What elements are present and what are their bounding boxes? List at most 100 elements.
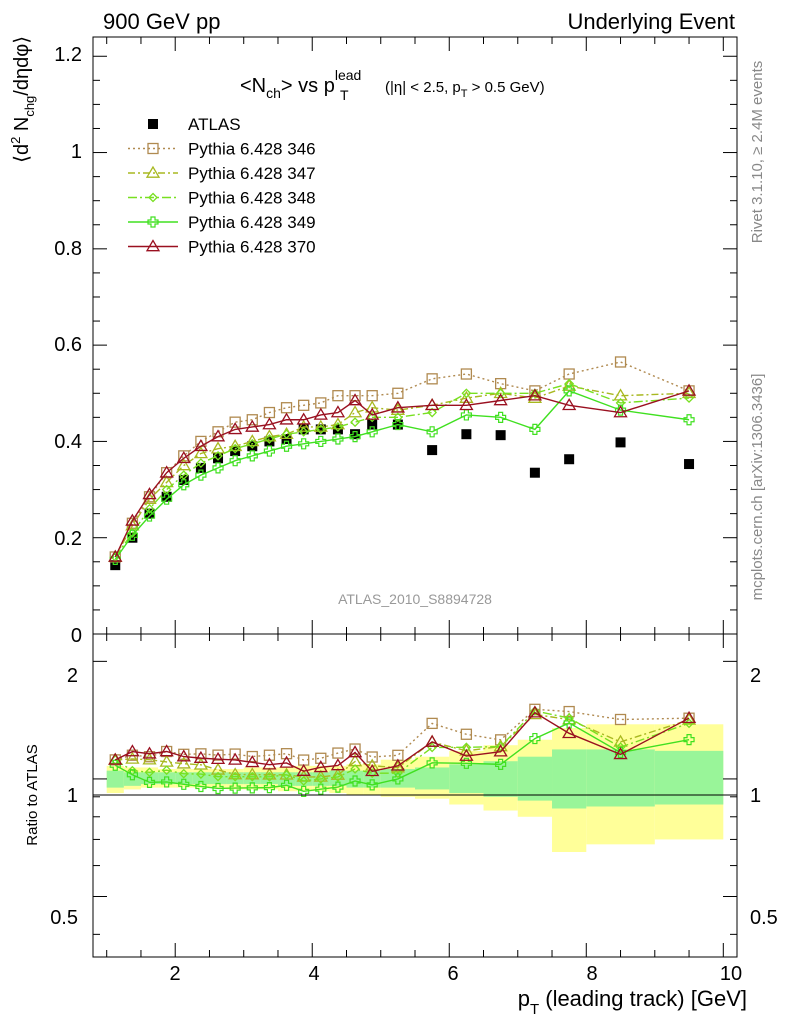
series-line	[114, 385, 690, 558]
ratio-point	[426, 717, 438, 730]
mc-point	[427, 407, 438, 418]
ratio-point	[264, 771, 275, 782]
ratio-point	[228, 767, 243, 780]
ratio-point	[459, 743, 474, 756]
data-point	[298, 424, 309, 435]
header-right: Underlying Event	[567, 9, 735, 34]
ratio-point	[681, 710, 697, 724]
ratio-point	[460, 728, 473, 740]
ratio-point	[178, 778, 190, 790]
mc-point	[315, 424, 326, 435]
ratio-band-green	[329, 770, 347, 786]
ratio-point	[315, 774, 326, 784]
mc-point	[392, 387, 404, 399]
mc-point	[347, 393, 363, 406]
ratio-band-green	[158, 772, 176, 785]
mc-point	[245, 419, 260, 432]
ratio-point	[159, 744, 174, 757]
mc-point	[366, 426, 378, 438]
y-tick-label: 0	[71, 625, 82, 647]
ratio-point	[332, 781, 344, 793]
ratio-point	[229, 782, 241, 794]
mcplots-label: mcplots.cern.ch [arXiv:1306.3436]	[749, 374, 766, 601]
ratio-point	[126, 769, 138, 781]
mc-point	[229, 455, 241, 467]
ratio-point	[298, 776, 309, 786]
mc-point	[392, 418, 404, 431]
ratio-point	[176, 749, 191, 762]
x-tick-label: 10	[720, 963, 742, 985]
mc-point	[683, 414, 695, 426]
mc-point	[493, 393, 508, 406]
ratio-point	[245, 767, 260, 780]
ratio-point	[230, 771, 241, 782]
ratio-point	[330, 758, 346, 771]
ratio-point	[564, 713, 575, 723]
mc-point	[495, 388, 506, 399]
mc-point	[313, 407, 328, 420]
mc-point	[390, 400, 406, 413]
data-point	[529, 467, 540, 478]
ratio-point	[125, 751, 140, 764]
ratio-axis-label: Ratio to ATLAS	[24, 744, 41, 845]
ratio-point	[125, 744, 140, 757]
mc-point	[562, 398, 577, 411]
ratio-point	[142, 746, 157, 759]
ratio-point	[144, 767, 155, 778]
ratio-point	[365, 764, 380, 777]
mc-point	[143, 510, 156, 522]
mc-point	[330, 405, 346, 418]
legend-label: ATLAS	[188, 115, 241, 134]
mc-point	[332, 390, 344, 402]
mc-point	[684, 393, 694, 404]
legend-marker	[145, 165, 161, 178]
ratio-point	[262, 757, 277, 770]
ratio-point	[280, 748, 293, 760]
mc-point	[210, 441, 226, 454]
mc-point	[109, 553, 121, 565]
mc-point	[426, 373, 438, 385]
mc-point	[228, 438, 243, 452]
legend-label: Pythia 6.428 349	[188, 213, 316, 232]
ratio-point	[315, 783, 327, 795]
mc-point	[246, 450, 258, 462]
ratio-point	[613, 734, 628, 747]
data-point	[427, 445, 438, 456]
y-tick-label: 1.2	[54, 44, 82, 66]
mc-point	[367, 412, 378, 423]
mc-point	[529, 423, 541, 435]
ratio-point	[315, 752, 327, 764]
ratio-point	[143, 776, 156, 788]
legend: ATLAS Pythia 6.428 346 Pythia 6.428 347 Pyt…	[128, 115, 316, 257]
mc-point	[195, 458, 206, 469]
ratio-point	[280, 779, 293, 791]
mc-point	[392, 412, 403, 423]
ratio-point	[298, 785, 310, 797]
mc-point	[210, 429, 226, 442]
legend-marker	[147, 142, 159, 155]
legend-marker	[148, 119, 158, 129]
mc-point	[229, 416, 241, 428]
mc-point	[564, 378, 575, 389]
data-point	[564, 454, 575, 465]
data-point	[495, 430, 506, 441]
mc-point	[212, 462, 224, 474]
ratio-point	[563, 705, 575, 718]
y-axis-label: ⟨d2 Nchg/dηdφ⟩	[8, 36, 37, 163]
ratio-point	[683, 734, 695, 746]
ratio-band-green	[140, 772, 159, 785]
mc-point	[245, 434, 260, 447]
ratio-point	[459, 748, 474, 761]
mc-point	[264, 434, 275, 444]
ratio-band-green	[260, 772, 278, 785]
mc-point	[681, 383, 697, 396]
mc-point	[159, 475, 174, 488]
mc-point	[193, 446, 209, 459]
ratio-point	[178, 748, 190, 760]
ratio-point	[349, 775, 361, 787]
mc-point	[213, 450, 223, 461]
ratio-point	[366, 751, 378, 763]
data-point	[315, 424, 326, 435]
ratio-point	[229, 748, 241, 760]
ratio-point	[210, 751, 226, 765]
